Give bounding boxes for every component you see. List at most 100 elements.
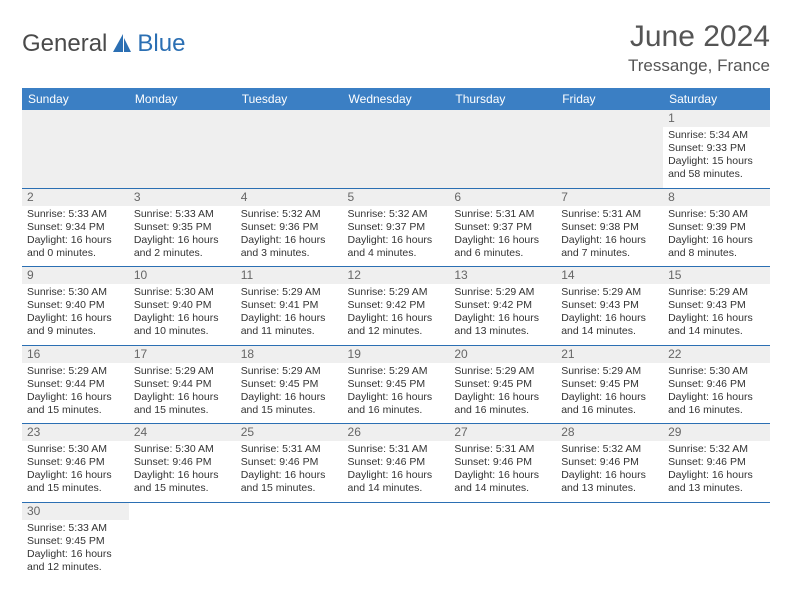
- weekday-header: Tuesday: [236, 88, 343, 110]
- daylight-text: Daylight: 16 hours: [134, 391, 231, 404]
- weekday-header: Saturday: [663, 88, 770, 110]
- daylight-text: and 13 minutes.: [454, 325, 551, 338]
- sunset-text: Sunset: 9:41 PM: [241, 299, 338, 312]
- day-number: 13: [449, 267, 556, 284]
- sunset-text: Sunset: 9:44 PM: [27, 378, 124, 391]
- daylight-text: Daylight: 16 hours: [561, 234, 658, 247]
- daylight-text: Daylight: 16 hours: [348, 391, 445, 404]
- sunset-text: Sunset: 9:46 PM: [241, 456, 338, 469]
- calendar-day-cell: 7Sunrise: 5:31 AMSunset: 9:38 PMDaylight…: [556, 188, 663, 267]
- sunrise-text: Sunrise: 5:34 AM: [668, 129, 765, 142]
- calendar-week-row: 30Sunrise: 5:33 AMSunset: 9:45 PMDayligh…: [22, 502, 770, 580]
- sunset-text: Sunset: 9:42 PM: [454, 299, 551, 312]
- day-number: 24: [129, 424, 236, 441]
- day-number: 28: [556, 424, 663, 441]
- month-title: June 2024: [628, 20, 770, 54]
- daylight-text: Daylight: 16 hours: [241, 391, 338, 404]
- sunrise-text: Sunrise: 5:29 AM: [348, 286, 445, 299]
- sunrise-text: Sunrise: 5:32 AM: [241, 208, 338, 221]
- sunrise-text: Sunrise: 5:32 AM: [348, 208, 445, 221]
- sunset-text: Sunset: 9:45 PM: [27, 535, 124, 548]
- daylight-text: Daylight: 16 hours: [134, 469, 231, 482]
- daylight-text: and 12 minutes.: [27, 561, 124, 574]
- daylight-text: and 15 minutes.: [27, 482, 124, 495]
- sunrise-text: Sunrise: 5:33 AM: [27, 522, 124, 535]
- day-number: 26: [343, 424, 450, 441]
- daylight-text: and 15 minutes.: [27, 404, 124, 417]
- sunset-text: Sunset: 9:43 PM: [668, 299, 765, 312]
- calendar-day-cell: 3Sunrise: 5:33 AMSunset: 9:35 PMDaylight…: [129, 188, 236, 267]
- sunrise-text: Sunrise: 5:30 AM: [134, 443, 231, 456]
- sunrise-text: Sunrise: 5:31 AM: [561, 208, 658, 221]
- calendar-day-cell: [343, 502, 450, 580]
- sunset-text: Sunset: 9:44 PM: [134, 378, 231, 391]
- calendar-day-cell: [129, 110, 236, 188]
- daylight-text: Daylight: 16 hours: [454, 391, 551, 404]
- daylight-text: Daylight: 16 hours: [27, 469, 124, 482]
- day-number: 10: [129, 267, 236, 284]
- day-number: 4: [236, 189, 343, 206]
- sunrise-text: Sunrise: 5:31 AM: [241, 443, 338, 456]
- sunset-text: Sunset: 9:46 PM: [454, 456, 551, 469]
- daylight-text: Daylight: 16 hours: [134, 312, 231, 325]
- sunrise-text: Sunrise: 5:30 AM: [27, 286, 124, 299]
- day-number: 11: [236, 267, 343, 284]
- calendar-day-cell: 18Sunrise: 5:29 AMSunset: 9:45 PMDayligh…: [236, 345, 343, 424]
- day-number: 29: [663, 424, 770, 441]
- daylight-text: Daylight: 16 hours: [27, 548, 124, 561]
- day-number: 25: [236, 424, 343, 441]
- sunrise-text: Sunrise: 5:30 AM: [668, 365, 765, 378]
- sunset-text: Sunset: 9:46 PM: [561, 456, 658, 469]
- sunrise-text: Sunrise: 5:29 AM: [668, 286, 765, 299]
- daylight-text: Daylight: 16 hours: [134, 234, 231, 247]
- day-number: 16: [22, 346, 129, 363]
- daylight-text: Daylight: 16 hours: [241, 234, 338, 247]
- calendar-day-cell: 23Sunrise: 5:30 AMSunset: 9:46 PMDayligh…: [22, 424, 129, 503]
- sunset-text: Sunset: 9:43 PM: [561, 299, 658, 312]
- daylight-text: and 15 minutes.: [134, 482, 231, 495]
- daylight-text: and 10 minutes.: [134, 325, 231, 338]
- logo-text-general: General: [22, 30, 107, 58]
- calendar-week-row: 2Sunrise: 5:33 AMSunset: 9:34 PMDaylight…: [22, 188, 770, 267]
- day-number: 12: [343, 267, 450, 284]
- daylight-text: and 15 minutes.: [241, 404, 338, 417]
- sunrise-text: Sunrise: 5:33 AM: [27, 208, 124, 221]
- daylight-text: Daylight: 16 hours: [668, 391, 765, 404]
- daylight-text: Daylight: 16 hours: [241, 312, 338, 325]
- calendar-body: 1Sunrise: 5:34 AMSunset: 9:33 PMDaylight…: [22, 110, 770, 580]
- daylight-text: and 6 minutes.: [454, 247, 551, 260]
- location: Tressange, France: [628, 56, 770, 76]
- calendar-day-cell: [449, 502, 556, 580]
- calendar-day-cell: 27Sunrise: 5:31 AMSunset: 9:46 PMDayligh…: [449, 424, 556, 503]
- header: General Blue June 2024 Tressange, France: [22, 20, 770, 76]
- calendar-day-cell: [236, 110, 343, 188]
- day-number: 1: [663, 110, 770, 127]
- day-number: 19: [343, 346, 450, 363]
- calendar-day-cell: 2Sunrise: 5:33 AMSunset: 9:34 PMDaylight…: [22, 188, 129, 267]
- calendar-day-cell: [663, 502, 770, 580]
- day-number: 17: [129, 346, 236, 363]
- sunset-text: Sunset: 9:37 PM: [454, 221, 551, 234]
- daylight-text: and 2 minutes.: [134, 247, 231, 260]
- daylight-text: Daylight: 16 hours: [561, 312, 658, 325]
- sunrise-text: Sunrise: 5:31 AM: [454, 208, 551, 221]
- daylight-text: and 14 minutes.: [668, 325, 765, 338]
- sunrise-text: Sunrise: 5:29 AM: [454, 365, 551, 378]
- calendar-day-cell: 21Sunrise: 5:29 AMSunset: 9:45 PMDayligh…: [556, 345, 663, 424]
- sunset-text: Sunset: 9:40 PM: [134, 299, 231, 312]
- daylight-text: Daylight: 16 hours: [454, 312, 551, 325]
- daylight-text: and 16 minutes.: [561, 404, 658, 417]
- day-number: 20: [449, 346, 556, 363]
- sunrise-text: Sunrise: 5:30 AM: [668, 208, 765, 221]
- calendar-day-cell: [556, 502, 663, 580]
- daylight-text: and 15 minutes.: [241, 482, 338, 495]
- sunset-text: Sunset: 9:46 PM: [27, 456, 124, 469]
- calendar-day-cell: 17Sunrise: 5:29 AMSunset: 9:44 PMDayligh…: [129, 345, 236, 424]
- daylight-text: and 13 minutes.: [668, 482, 765, 495]
- calendar-day-cell: 1Sunrise: 5:34 AMSunset: 9:33 PMDaylight…: [663, 110, 770, 188]
- sunset-text: Sunset: 9:45 PM: [241, 378, 338, 391]
- logo: General Blue: [22, 30, 185, 58]
- sunset-text: Sunset: 9:36 PM: [241, 221, 338, 234]
- daylight-text: and 3 minutes.: [241, 247, 338, 260]
- sunrise-text: Sunrise: 5:29 AM: [27, 365, 124, 378]
